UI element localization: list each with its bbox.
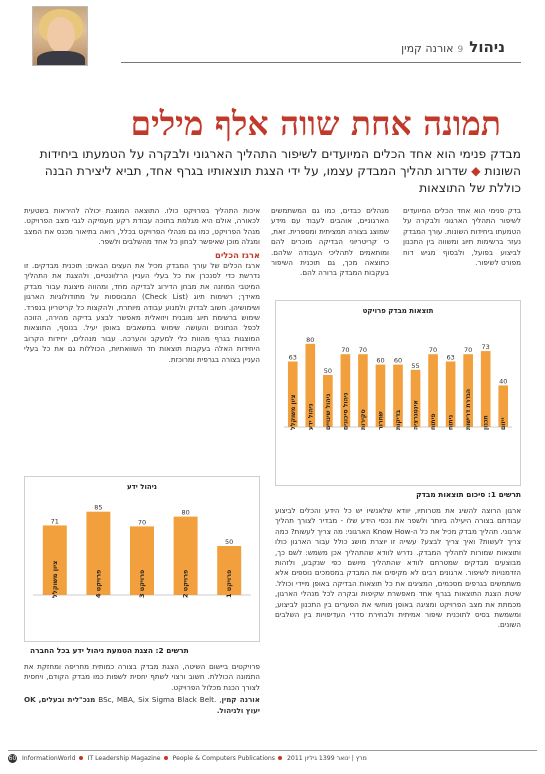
chart-1-category-label: ציון משוקלל — [290, 394, 297, 430]
footer-item: 2011 מרץ | ינואר 1399 — [286, 755, 367, 762]
chart-1-data-label: 60 — [376, 357, 384, 365]
chart-1-category-label: הגדרת דרישות — [465, 389, 472, 430]
chart-1-category-label: ניהול סיכונים — [342, 392, 349, 430]
text-left-column: איכות התהליך בפרויקט כולו. התוצאה המוצגת… — [24, 206, 260, 468]
footer-item: IT Leadership Magazine — [87, 755, 161, 762]
chart-1-data-label: 70 — [429, 346, 437, 354]
chart-1-category-label: ניהול ידע — [307, 403, 314, 430]
text-right-body: ארגון הרוצה להשיג את מטרותיו, יוודא שלאנ… — [275, 506, 521, 630]
chart-1-bar — [410, 369, 421, 427]
chart-1-title: תוצאות מבדק פרויקט — [363, 307, 434, 315]
chart-1-category-label: סקירות — [360, 409, 367, 430]
chart-1-bar — [393, 364, 403, 427]
chart-2-title: ניהול ידע — [127, 483, 157, 491]
chart-1-bar — [463, 354, 473, 427]
chart-1-data-label: 73 — [482, 343, 490, 351]
chart-1-category-label: פיתוח — [430, 414, 437, 431]
chart-2-svg: ניהול ידע 50 פרויקט 1 80 פרויקט 2 70 פרויקט 3 8… — [33, 483, 251, 598]
header-rule — [121, 62, 521, 63]
chart-2-category-label: פרויקט 3 — [138, 570, 146, 598]
text-top-right: בדק פנימי הוא אחד הכלים המיועדים לשיפור … — [403, 206, 521, 268]
byline-author: אורנה קמין — [401, 42, 454, 55]
lead-bullet: ◆ — [471, 164, 481, 178]
footer-item: People & Computers Publications — [172, 755, 276, 762]
chart-1-category-label: בדיקות — [395, 410, 402, 430]
section-heading-toolbox: ארגז הכלים — [214, 249, 260, 260]
bio-degrees: .BSc, MBA, Six Sigma Black Belt — [98, 695, 217, 705]
chart-2-bar — [217, 546, 242, 595]
chart-2-data-label: 85 — [94, 504, 102, 512]
footer-item: InformationWorld — [21, 755, 76, 762]
chart-1-bar — [358, 354, 368, 427]
chart-1-bar — [287, 361, 298, 427]
chart-1-data-label: 40 — [499, 377, 507, 385]
chart-1-category-label: ייזום — [500, 417, 507, 430]
chart-1-category-label: אינטגרציה — [413, 400, 420, 430]
chart-1-data-label: 80 — [306, 336, 314, 344]
chart-1-data-label: 63 — [289, 353, 297, 361]
chart-2-category-label: פרויקט 2 — [182, 570, 190, 598]
bio-role: מנכ"לית ובעלים, — [38, 695, 96, 705]
chart-1-bar — [305, 343, 316, 427]
chart-2-bar — [130, 526, 154, 595]
bio-author-name: אורנה קמין — [221, 695, 260, 705]
footer-item: גיליון — [304, 755, 317, 762]
chart-1-bar — [445, 361, 456, 427]
chart-2-caption: תרשים 2: הצגת הטמעת ניהול ידע בכל החברה — [30, 646, 189, 655]
left-top-paragraph: איכות התהליך בפרויקט כולו. התוצאה המוצגת… — [24, 206, 260, 247]
chart-1-category-label: ניהול שינויים — [325, 394, 332, 430]
article-title: תמונה אחת שווה אלף מילים — [130, 104, 502, 143]
lead-part1: מבדק פנימי הוא אחד הכלים המיועדים לשיפור… — [39, 147, 521, 178]
chart-1-data-label: 70 — [341, 346, 349, 354]
chart-1-caption: תרשים 1: סיכום תוצאות מבדק — [416, 490, 521, 499]
chart-2-bar — [42, 525, 67, 595]
chart-1-data-label: 70 — [359, 346, 367, 354]
chart-1-bar — [340, 354, 351, 427]
author-bio: פרויקטים ביישום השיטה, הצגת מבדק בצורה כ… — [24, 662, 260, 715]
chart-2-data-label: 71 — [51, 517, 59, 525]
chart-2-data-label: 80 — [181, 509, 189, 517]
page-header: ניהול 9אורנה קמין — [0, 6, 545, 68]
chart-2-category-label: פרויקט 4 — [94, 570, 102, 598]
chart-2-bar — [173, 516, 198, 595]
chart-1-data-label: 60 — [394, 357, 402, 365]
left-body-paragraph: ארגז הכלים של עורך המבדק מכיל את העצים ה… — [24, 261, 260, 364]
chart-1-svg: תוצאות מבדק פרויקט 40 ייזום 73 תכנון 70 הגדרת … — [284, 307, 512, 431]
chart-1-data-label: 70 — [464, 346, 472, 354]
chart-1-category-label: ניתוח — [448, 415, 455, 430]
chart-1-category-label: שחרור — [377, 411, 384, 430]
chart-1-bar — [375, 364, 386, 427]
bio-prefix: פרויקטים ביישום השיטה, הצגת מבדק בצורה כ… — [24, 662, 260, 692]
text-top-middle: מנהלים כבדים, כמו גם המשתמשים הארגוניים,… — [271, 206, 389, 278]
chart-1-category-label: תכנון — [483, 415, 490, 430]
article-lead: מבדק פנימי הוא אחד הכלים המיועדים לשיפור… — [23, 146, 521, 197]
chart-2-data-label: 50 — [225, 538, 233, 546]
chart-1-bar — [480, 351, 491, 427]
page-number: 60 — [8, 754, 17, 763]
bio-company: OK יעוץ ולניהול. — [24, 695, 260, 715]
chart-1-bar — [428, 354, 438, 427]
column-number: 9 — [457, 45, 464, 55]
chart-2-box: ניהול ידע 50 פרויקט 1 80 פרויקט 2 70 פרויקט 3 8… — [24, 476, 260, 642]
chart-1-data-label: 50 — [324, 367, 332, 375]
author-photo — [32, 6, 88, 66]
chart-1-box: תוצאות מבדק פרויקט 40 ייזום 73 תכנון 70 הגדרת … — [275, 300, 521, 486]
chart-1-data-label: 63 — [446, 353, 454, 361]
chart-1-bar — [498, 385, 509, 427]
chart-2-bar — [86, 511, 111, 595]
page-footer: 60 InformationWorld IT Leadership Magazi… — [8, 750, 537, 763]
chart-2-data-label: 70 — [138, 518, 146, 526]
chart-2-category-label: פרויקט 1 — [225, 570, 233, 598]
lead-part2: שדרוג תהליך המבדק עצמו, על ידי הצגת תוצא… — [44, 164, 521, 195]
chart-1-bar — [323, 375, 333, 427]
chart-2-category-label: ציון משוקלל — [51, 561, 59, 598]
column-name: ניהול — [469, 38, 505, 56]
byline: ניהול 9אורנה קמין — [401, 38, 505, 56]
chart-1-data-label: 55 — [411, 362, 419, 370]
